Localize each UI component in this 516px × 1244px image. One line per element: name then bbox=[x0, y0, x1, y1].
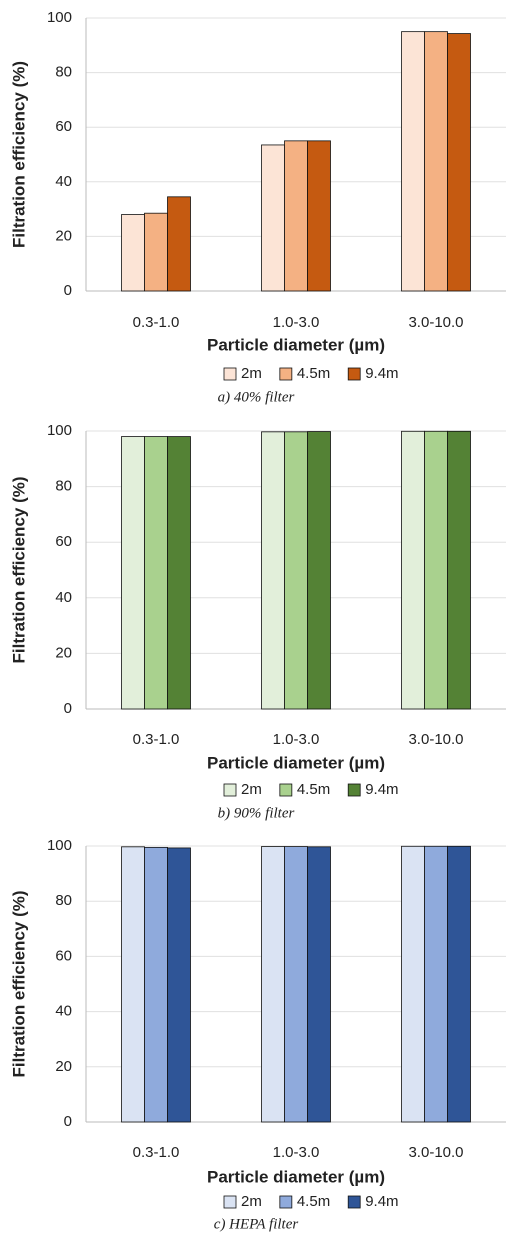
bar bbox=[307, 846, 331, 1123]
bar bbox=[261, 846, 285, 1123]
bar bbox=[424, 845, 448, 1123]
x-tick-label: 3.0-10.0 bbox=[408, 314, 463, 331]
x-tick-label: 3.0-10.0 bbox=[408, 731, 463, 748]
chart: 0 20 40 60 80 100 Filtration efficiency (%) Par… bbox=[9, 9, 506, 405]
bar bbox=[284, 846, 308, 1123]
x-tick-label: 1.0-3.0 bbox=[273, 314, 320, 331]
y-axis-title: Filtration efficiency (%) bbox=[9, 476, 28, 663]
y-tick-label: 60 bbox=[55, 947, 72, 964]
legend-label: 4.5m bbox=[297, 365, 330, 382]
bar bbox=[307, 140, 331, 292]
legend-label: 2m bbox=[241, 365, 262, 382]
bar bbox=[121, 214, 145, 292]
bar bbox=[284, 431, 308, 710]
y-tick-label: 60 bbox=[55, 118, 72, 135]
x-tick-label: 0.3-1.0 bbox=[133, 731, 180, 748]
x-axis-title: Particle diameter (µm) bbox=[207, 753, 385, 772]
y-tick-label: 100 bbox=[47, 837, 72, 854]
legend-swatch bbox=[223, 1195, 237, 1209]
chart: 0 20 40 60 80 100 Filtration efficiency (%) Par… bbox=[9, 837, 506, 1232]
y-tick-label: 100 bbox=[47, 9, 72, 26]
legend-swatch bbox=[347, 1195, 361, 1209]
x-axis-title: Particle diameter (µm) bbox=[207, 1167, 385, 1186]
y-tick-label: 20 bbox=[55, 644, 72, 661]
bar bbox=[447, 430, 471, 710]
x-tick-label: 1.0-3.0 bbox=[273, 1144, 320, 1161]
x-tick-label: 0.3-1.0 bbox=[133, 314, 180, 331]
bar bbox=[401, 31, 425, 292]
legend-swatch bbox=[279, 367, 293, 381]
bar bbox=[447, 845, 471, 1123]
y-tick-label: 100 bbox=[47, 422, 72, 439]
y-tick-label: 60 bbox=[55, 533, 72, 550]
y-tick-label: 40 bbox=[55, 589, 72, 606]
y-tick-label: 40 bbox=[55, 173, 72, 190]
bar bbox=[261, 144, 285, 292]
bar bbox=[167, 196, 191, 292]
bar bbox=[167, 436, 191, 710]
bar bbox=[144, 212, 168, 292]
bar bbox=[121, 436, 145, 710]
legend-label: 4.5m bbox=[297, 1193, 330, 1210]
legend-label: 2m bbox=[241, 781, 262, 798]
bar bbox=[261, 431, 285, 710]
x-tick-label: 3.0-10.0 bbox=[408, 1144, 463, 1161]
bar bbox=[401, 430, 425, 710]
bar bbox=[121, 846, 145, 1123]
legend-swatch bbox=[347, 783, 361, 797]
y-axis-title: Filtration efficiency (%) bbox=[9, 61, 28, 248]
legend-label: 9.4m bbox=[365, 365, 398, 382]
y-tick-label: 0 bbox=[64, 282, 72, 299]
bar bbox=[167, 847, 191, 1123]
legend-swatch bbox=[347, 367, 361, 381]
x-tick-label: 1.0-3.0 bbox=[273, 731, 320, 748]
y-tick-label: 20 bbox=[55, 1058, 72, 1075]
legend-label: 9.4m bbox=[365, 781, 398, 798]
bar bbox=[401, 845, 425, 1123]
bar bbox=[144, 846, 168, 1123]
y-tick-label: 0 bbox=[64, 1113, 72, 1130]
bar bbox=[144, 436, 168, 710]
legend-swatch bbox=[279, 1195, 293, 1209]
y-tick-label: 20 bbox=[55, 227, 72, 244]
x-axis-title: Particle diameter (µm) bbox=[207, 335, 385, 354]
legend-swatch bbox=[223, 783, 237, 797]
bar bbox=[307, 431, 331, 710]
legend-label: 2m bbox=[241, 1193, 262, 1210]
y-axis-title: Filtration efficiency (%) bbox=[9, 890, 28, 1077]
legend-label: 4.5m bbox=[297, 781, 330, 798]
y-tick-label: 80 bbox=[55, 892, 72, 909]
bar bbox=[284, 140, 308, 292]
legend-swatch bbox=[223, 367, 237, 381]
caption: a) 40% filter bbox=[218, 389, 295, 405]
caption: b) 90% filter bbox=[218, 805, 295, 821]
bar bbox=[424, 31, 448, 292]
x-tick-label: 0.3-1.0 bbox=[133, 1144, 180, 1161]
bar bbox=[424, 430, 448, 710]
y-tick-label: 80 bbox=[55, 478, 72, 495]
chart: 0 20 40 60 80 100 Filtration efficiency (%) Par… bbox=[9, 422, 506, 821]
legend-label: 9.4m bbox=[365, 1193, 398, 1210]
y-tick-label: 0 bbox=[64, 700, 72, 717]
legend-swatch bbox=[279, 783, 293, 797]
caption: c) HEPA filter bbox=[214, 1216, 299, 1232]
y-tick-label: 80 bbox=[55, 64, 72, 81]
bar bbox=[447, 33, 471, 292]
y-tick-label: 40 bbox=[55, 1003, 72, 1020]
